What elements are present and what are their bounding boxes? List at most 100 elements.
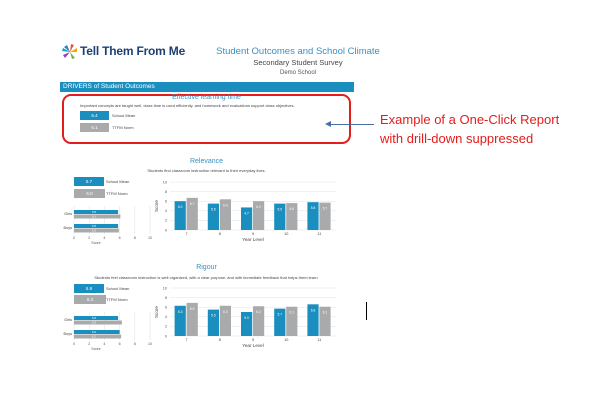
rigour-school-mean-label: School Mean [106,286,130,291]
rigour-year-y-tick-label: 10 [163,286,167,290]
logo-text: Tell Them From Me [80,44,186,58]
rigour-year-y-tick-label: 8 [165,296,167,300]
rigour-gender-norm-bar [74,334,122,339]
relevance-gender-x-tick-label: 2 [88,236,90,240]
relevance-year-x-tick-label: 9 [252,232,254,236]
rigour-ttfm-norm-label: TTFM Norm [106,297,128,302]
rigour-gender-school-bar-label: 5.8 [92,316,96,320]
relevance-year-y-tick-label: 10 [163,180,167,184]
rigour-gender-x-tick-label: 0 [73,342,75,346]
relevance-year-y-tick-label: 4 [165,209,167,213]
ttfm-norm-chip: 6.1 [80,123,109,132]
annotation-text: Example of a One-Click Report with drill… [380,110,559,148]
ttfm-logo [62,44,182,64]
relevance-gender-x-axis-label: Score [91,241,100,245]
annotation-arrow-line [330,124,374,125]
rigour-gender-school-bar-label: 6.0 [92,330,96,334]
annotation-line-2: with drill-down suppressed [380,131,534,146]
relevance-year-x-axis-label: Year Level [242,237,264,242]
rigour-gender-x-axis-label: Score [91,347,100,351]
relevance-year-x-tick-label: 7 [186,232,188,236]
rigour-gender-norm-bar-label: 6.2 [92,335,96,339]
rigour-year-bar-label: 6.6 [311,308,316,312]
rigour-gender-school-bar [74,316,119,320]
relevance-year-bar [174,201,186,230]
effective-learning-title: Effective learning time [172,94,241,101]
relevance-gender-school-bar-label: 5.8 [92,210,96,214]
relevance-ttfm-norm-label: TTFM Norm [106,191,128,196]
relevance-school-mean-label: School Mean [106,179,130,184]
relevance-school-mean-chip: 5.7 [74,177,104,186]
relevance-year-y-tick-label: 0 [165,228,167,232]
relevance-year-bar-label: 6.4 [223,203,228,207]
relevance-gender-category-label: Girls [64,212,72,216]
relevance-year-bar-label: 5.6 [290,207,295,211]
relevance-year-x-tick-label: 8 [219,232,221,236]
relevance-year-y-axis-label: Score [154,200,159,212]
relevance-year-x-tick-label: 11 [317,232,321,236]
rigour-year-bar [274,308,286,336]
rigour-year-y-tick-label: 0 [165,334,167,338]
survey-name: Secondary Student Survey [253,58,343,67]
rigour-year-bar-label: 6.2 [256,310,261,314]
relevance-year-bar-label: 6.7 [190,202,195,206]
relevance-year-bar-label: 5.8 [311,206,316,210]
rigour-gender-x-tick-label: 10 [148,342,152,346]
rigour-year-level-chart: 0 2 4 6 8 10 Score 6.3 6.9 7 5.5 6.3 8 5.0 6.2 9 5.7 6.1 1… [154,286,336,348]
rigour-gender-category-label: Girls [64,318,72,322]
rigour-gender-x-tick-label: 4 [103,342,105,346]
relevance-year-bar [186,197,198,230]
rigour-year-bar [286,306,298,336]
relevance-description: Students find classroom instruction rele… [147,168,266,173]
school-name: Demo School [279,70,317,76]
relevance-year-bar-label: 5.7 [323,207,328,211]
rigour-year-y-axis-label: Score [154,306,159,318]
text-cursor [366,302,367,320]
rigour-gender-school-bar [74,330,120,334]
relevance-gender-school-bar-label: 5.8 [92,224,96,228]
relevance-year-level-chart: 0 2 4 6 8 10 Score 6.0 6.7 7 5.5 6.4 8 4.7 6.0 9 5.5 5.6 1… [154,180,336,242]
rigour-year-bar-label: 6.3 [178,310,183,314]
rigour-year-bar-label: 5.7 [278,313,283,317]
annotation-arrow-icon [325,121,331,127]
relevance-gender-x-tick-label: 6 [119,236,121,240]
rigour-gender-x-tick-label: 6 [119,342,121,346]
relevance-gender-norm-bar [74,214,121,219]
rigour-year-bar-label: 6.3 [223,310,228,314]
rigour-year-bar [253,306,265,336]
rigour-year-x-tick-label: 10 [284,338,288,342]
relevance-gender-x-tick-label: 8 [134,236,136,240]
relevance-year-bar [241,207,253,230]
rigour-year-bar-label: 5.0 [244,316,249,320]
rigour-school-mean-chip: 5.9 [74,284,104,293]
relevance-year-bar-label: 5.5 [211,208,216,212]
relevance-year-bar [307,202,319,230]
school-mean-label: School Mean [112,113,136,118]
effective-learning-description: Important concepts are taught well, clas… [80,103,295,108]
relevance-gender-x-tick-label: 4 [103,236,105,240]
rigour-year-x-tick-label: 9 [252,338,254,342]
rigour-year-x-tick-label: 7 [186,338,188,342]
relevance-year-x-tick-label: 10 [284,232,288,236]
rigour-year-bar [207,309,219,336]
rigour-gender-x-tick-label: 2 [88,342,90,346]
relevance-year-bar [219,199,231,230]
relevance-title: Relevance [189,158,224,165]
rigour-year-bar-label: 5.5 [211,314,216,318]
rigour-description: Students feel classroom instruction is w… [94,275,319,280]
rigour-year-bar [307,304,319,336]
relevance-gender-school-bar [74,210,119,214]
ttfm-logo-icon [62,44,77,59]
rigour-year-bar-label: 6.1 [290,311,295,315]
relevance-gender-school-bar [74,224,119,228]
relevance-year-bar-label: 4.7 [244,211,249,215]
rigour-year-y-tick-label: 4 [165,315,167,319]
relevance-gender-x-tick-label: 10 [148,236,152,240]
rigour-year-bar-label: 6.1 [323,311,328,315]
rigour-gender-chart: 0 2 4 6 8 10 Score Girls 5.86.3 Boys 6.06.2 [64,312,152,351]
relevance-year-bar [274,203,286,230]
relevance-gender-category-label: Boys [64,226,73,230]
rigour-ttfm-norm-chip: 6.3 [74,295,106,304]
ttfm-norm-label: TTFM Norm [112,125,134,130]
